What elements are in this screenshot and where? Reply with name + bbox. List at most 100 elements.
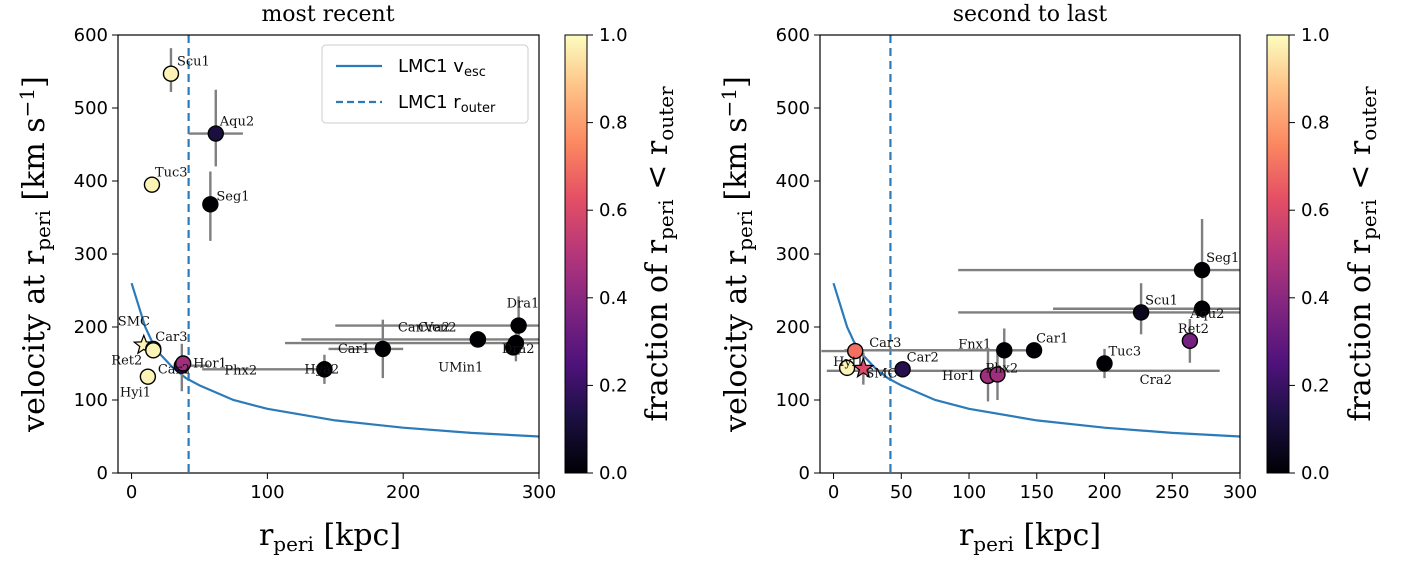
right-plot-area [821, 35, 1240, 473]
right-marker-Scu1 [1132, 304, 1150, 321]
right-cb-main: fraction of r [1343, 239, 1378, 421]
left-cb-tick-label: 0.4 [599, 288, 628, 309]
left-cb-mid: < r [640, 140, 675, 199]
left-ytick-label: 200 [74, 317, 108, 338]
left-colorbar-ticks: 0.0 0.2 0.4 0.6 0.8 1.0 [587, 25, 628, 484]
right-xtick-label: 50 [890, 482, 913, 503]
left-title: most recent [261, 2, 394, 27]
left-cb-sub2: outer [654, 86, 678, 141]
right-xlabel: rperi [kpc] [959, 518, 1101, 556]
right-cb-tick-label: 0.0 [1301, 463, 1330, 484]
right-ytick-label: 400 [776, 171, 810, 192]
left-xtick-label: 100 [250, 482, 284, 503]
legend: LMC1 vesc LMC1 router [321, 44, 529, 124]
left-point-label: Cra2 [418, 320, 450, 335]
right-point-label: Car3 [869, 336, 901, 351]
left-cb-tick-label: 1.0 [599, 25, 628, 46]
right-ylabel-main: velocity at r [719, 250, 754, 433]
left-marker-Scu1 [162, 65, 180, 82]
left-ylabel-tail: [km s [17, 117, 52, 210]
right-cb-tick-label: 0.2 [1301, 375, 1330, 396]
left-vesc-curve [130, 282, 539, 438]
right-point-label: Scu1 [1145, 293, 1178, 308]
right-cb-tick-label: 0.8 [1301, 113, 1330, 134]
legend-vesc-label: LMC1 vesc [398, 56, 486, 80]
left-ytick-label: 0 [97, 463, 108, 484]
right-ytick-label: 100 [776, 390, 810, 411]
right-marker-Car3 [847, 342, 864, 360]
left-cb-tick-label: 0.0 [599, 463, 628, 484]
right-cb-sub2: outer [1357, 86, 1381, 141]
right-point-label: Ret2 [1178, 322, 1209, 337]
right-cb-tick-label: 0.6 [1301, 200, 1330, 221]
left-point-label: Scu1 [177, 55, 210, 70]
right-point-label: Hyi1 [833, 355, 864, 370]
left-marker-Dra1 [510, 317, 527, 334]
legend-box [321, 44, 529, 124]
right-xtick-label: 150 [1020, 482, 1054, 503]
right-ytick-label: 200 [776, 317, 810, 338]
right-point-label: Hor1 [942, 369, 976, 384]
right-xtick-label: 0 [828, 482, 839, 503]
right-cb-mid: < r [1343, 140, 1378, 199]
left-point-label: Car2 [158, 363, 190, 378]
left-colorbar-label: fraction of rperi < router [640, 86, 678, 422]
right-marker-Car1 [1025, 342, 1043, 359]
left-ylabel-main: velocity at r [17, 250, 52, 433]
right-ylabel-tail: [km s [719, 117, 754, 210]
left-cb-tick-label: 0.8 [599, 113, 628, 134]
right-marker-Phx2 [989, 366, 1006, 383]
left-point-label: UMin1 [438, 360, 483, 375]
left-marker-Tuc3 [143, 176, 161, 193]
left-marker-Hyi1 [139, 368, 157, 385]
right-colorbar [1266, 34, 1290, 474]
left-xlabel-sub: peri [273, 532, 314, 556]
right-axes-frame [819, 34, 1241, 474]
right-cb-tick-label: 0.4 [1301, 288, 1330, 309]
right-point-label: Seg1 [1206, 251, 1239, 266]
legend-vesc-sub: esc [464, 65, 486, 80]
right-marker-Ret2 [1181, 332, 1199, 350]
legend-router-main: LMC1 r [398, 92, 461, 113]
right-point-label: SMC [865, 367, 897, 382]
right-marker-Aqu2 [1193, 300, 1211, 317]
right-ytick-label: 0 [799, 463, 810, 484]
left-marker-UMin1 [504, 339, 522, 356]
left-xtick-label: 300 [522, 482, 556, 503]
right-marker-Hyi1 [838, 359, 856, 377]
left-xlabel-tail: [kpc] [314, 518, 401, 553]
right-point-label: Aqu2 [1189, 307, 1224, 322]
left-point-label: Hya2 [304, 362, 339, 377]
left-point-label: SMC [118, 314, 150, 329]
right-xtick-label: 250 [1155, 482, 1189, 503]
left-marker-Hya2 [316, 361, 333, 378]
left-point-label: Tuc3 [155, 166, 188, 181]
right-marker-Tuc3 [1096, 355, 1113, 372]
legend-router-label: LMC1 router [398, 92, 496, 116]
left-colorbar [564, 34, 588, 474]
left-point-label: Dra1 [507, 297, 540, 312]
right-cb-sub: peri [1357, 199, 1381, 240]
right-marker-SMC [852, 356, 875, 379]
right-colorbar-ticks: 0.0 0.2 0.4 0.6 0.8 1.0 [1289, 25, 1330, 484]
left-point-label: CanVen2 [398, 320, 457, 335]
left-point-label: Aqu2 [219, 115, 254, 130]
left-marker-Aqu2 [207, 125, 224, 142]
right-ylabel: velocity at rperi [km s−1] [717, 76, 757, 433]
right-xlabel-sub: peri [973, 532, 1014, 556]
right-ylabel-end: ] [719, 76, 754, 88]
left-point-label: Hor1 [193, 357, 227, 372]
left-xtick-label: 200 [386, 482, 420, 503]
right-xtick-label: 200 [1087, 482, 1121, 503]
right-ylabel-sub: peri [733, 210, 757, 251]
right-xlabel-main: r [959, 518, 974, 553]
left-ylabel-sub: peri [31, 210, 55, 251]
left-plot-area [130, 35, 539, 473]
left-ylabel-end: ] [17, 76, 52, 88]
left-ytick-label: 600 [74, 25, 108, 46]
left-ytick-label: 300 [74, 244, 108, 265]
left-xlabel: rperi [kpc] [259, 518, 401, 556]
left-ytick-label: 500 [74, 98, 108, 119]
